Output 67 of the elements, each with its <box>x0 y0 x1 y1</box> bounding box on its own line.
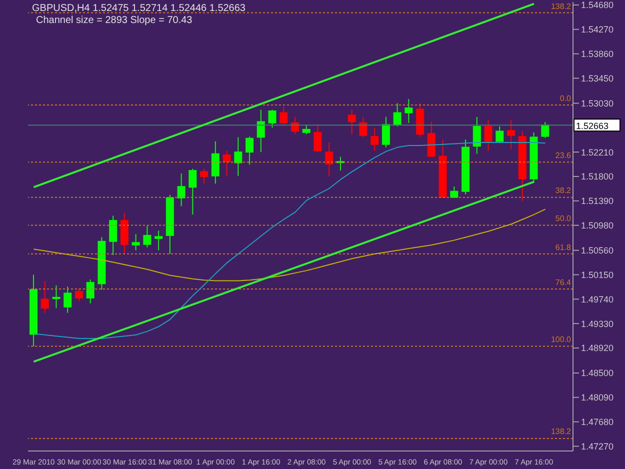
candlestick <box>472 116 481 154</box>
candlestick <box>40 280 49 314</box>
annotation: 100.0 <box>550 335 571 346</box>
annotation: 138.2 <box>550 427 571 438</box>
annotation: 23.6 <box>555 151 571 162</box>
candlestick <box>496 126 504 144</box>
y-tick-label: 1.53030 <box>581 98 614 108</box>
candlestick <box>484 119 492 152</box>
candlestick <box>450 186 458 198</box>
candlestick <box>507 119 516 150</box>
candlestick <box>211 140 220 184</box>
y-tick-label: 1.47680 <box>581 417 614 428</box>
y-tick-label: 1.49330 <box>581 318 614 329</box>
candlestick <box>222 150 231 177</box>
candlestick <box>188 168 197 216</box>
candlestick <box>280 106 288 126</box>
candlestick <box>52 284 60 309</box>
candlestick <box>64 286 72 314</box>
candlestick <box>256 109 265 153</box>
candlestick <box>200 168 208 184</box>
chart-title: GBPUSD,H4 1.52475 1.52714 1.52446 1.52663 <box>32 3 246 15</box>
candlestick <box>541 122 550 139</box>
candlestick <box>109 215 118 256</box>
candlestick <box>74 288 83 302</box>
ref-line-label: 1.52663 <box>576 121 609 132</box>
y-tick-label: 1.50560 <box>581 246 614 256</box>
annotation: 61.8 <box>555 242 571 253</box>
y-tick-label: 1.51800 <box>581 172 614 182</box>
candlestick <box>302 124 310 135</box>
candlestick <box>359 116 368 138</box>
y-tick-label: 1.48090 <box>581 392 614 403</box>
candlestick <box>234 136 242 176</box>
candlestick <box>86 279 94 304</box>
candlestick <box>132 234 140 251</box>
y-tick-label: 1.50150 <box>581 270 614 280</box>
candlestick <box>177 173 186 207</box>
y-tick-label: 1.53450 <box>581 73 614 84</box>
candlestick <box>427 121 436 158</box>
candlestick <box>348 109 356 135</box>
y-tick-label: 1.51390 <box>581 196 614 206</box>
y-tick-label: 1.50980 <box>581 220 614 231</box>
annotation: 50.0 <box>555 214 571 224</box>
candlestick <box>120 212 128 254</box>
y-tick-label: 1.54680 <box>581 0 614 10</box>
candlestick <box>393 102 402 127</box>
candlestick <box>154 230 163 251</box>
candlestick <box>268 109 276 128</box>
y-tick-label: 1.52210 <box>581 147 614 158</box>
candlestick <box>143 225 152 248</box>
annotation: 38.2 <box>555 186 571 196</box>
line-series <box>33 208 546 282</box>
annotation: 76.4 <box>555 278 571 288</box>
text: Channel size = 2893 Slope = 70.43 <box>35 15 194 27</box>
y-tick-label: 1.48920 <box>581 343 614 354</box>
candlestick <box>370 127 379 152</box>
candlestick <box>382 116 390 148</box>
candlestick <box>246 136 254 166</box>
y-tick-label: 1.48500 <box>581 368 614 378</box>
candlestick <box>314 124 322 153</box>
y-tick-label: 1.54270 <box>581 24 614 35</box>
candlestick <box>325 142 334 176</box>
y-tick-label: 1.49740 <box>581 294 614 304</box>
y-tick-label: 1.53860 <box>581 49 614 60</box>
annotation: 138.2 <box>550 2 571 12</box>
y-tick-label: 1.47270 <box>581 441 614 452</box>
candlestick <box>404 98 413 124</box>
annotation: 0.0 <box>560 94 571 104</box>
